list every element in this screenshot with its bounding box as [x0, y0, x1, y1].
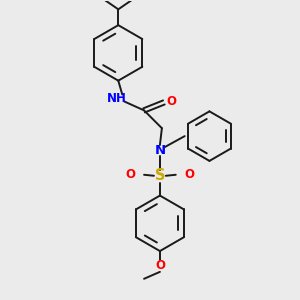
Text: O: O	[125, 168, 135, 181]
Text: O: O	[167, 95, 177, 108]
Text: N: N	[154, 143, 166, 157]
Text: S: S	[155, 168, 165, 183]
Text: NH: NH	[106, 92, 126, 105]
Text: O: O	[155, 260, 165, 272]
Text: O: O	[184, 168, 195, 181]
